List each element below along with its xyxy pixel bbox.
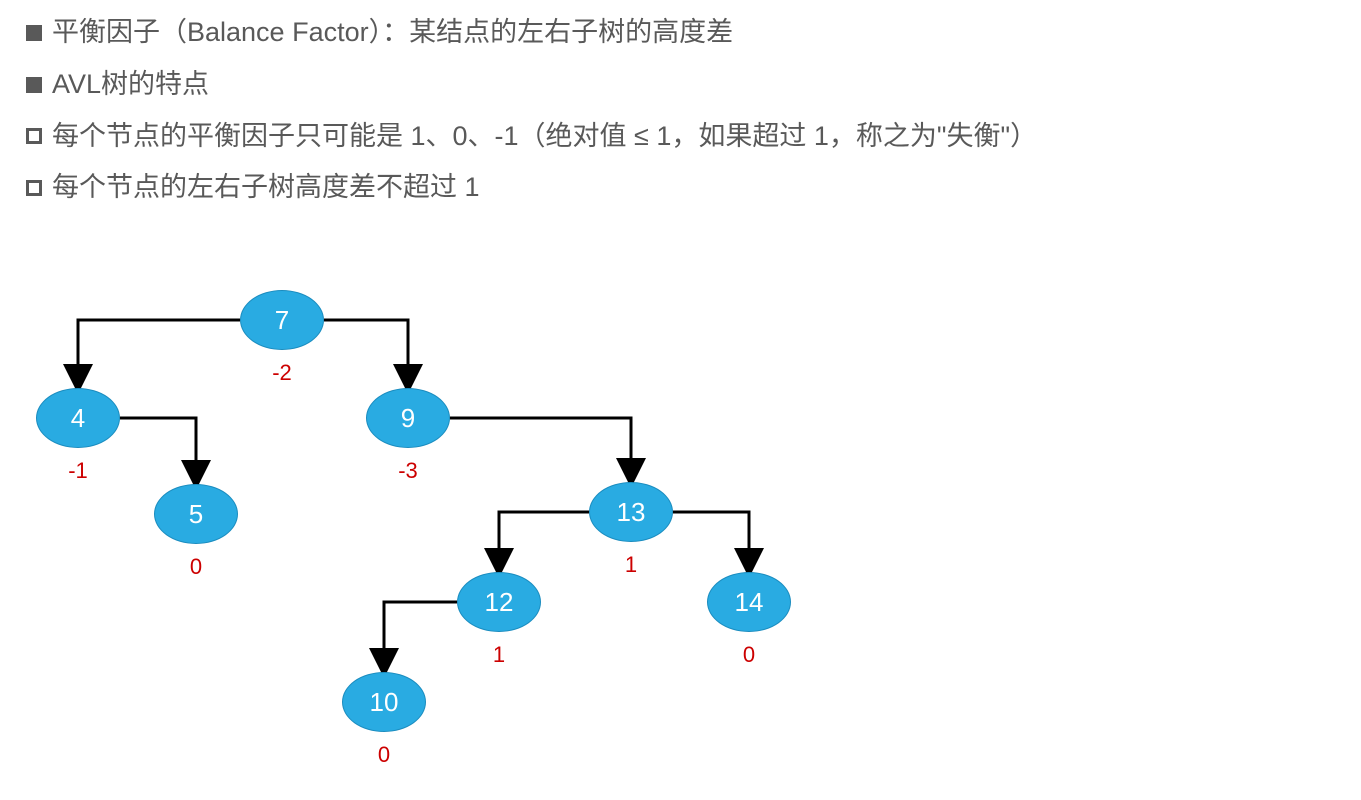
balance-factor-label: 0 bbox=[166, 554, 226, 580]
tree-edge bbox=[450, 418, 631, 482]
tree-edge bbox=[120, 418, 196, 484]
tree-edges bbox=[0, 280, 860, 800]
hollow-bullet-icon bbox=[26, 180, 42, 196]
tree-node-5: 5 bbox=[154, 484, 238, 544]
tree-node-12: 12 bbox=[457, 572, 541, 632]
bullet-text-3: 每个节点的平衡因子只可能是 1、0、-1（绝对值 ≤ 1，如果超过 1，称之为"… bbox=[52, 118, 1037, 156]
tree-node-14: 14 bbox=[707, 572, 791, 632]
bullet-text-4: 每个节点的左右子树高度差不超过 1 bbox=[52, 169, 480, 207]
square-bullet-icon bbox=[26, 77, 42, 93]
bullet-text-1: 平衡因子（Balance Factor）：某结点的左右子树的高度差 bbox=[52, 14, 733, 52]
bullet-item-1: 平衡因子（Balance Factor）：某结点的左右子树的高度差 bbox=[26, 14, 1226, 52]
hollow-bullet-icon bbox=[26, 128, 42, 144]
tree-node-4: 4 bbox=[36, 388, 120, 448]
tree-node-7: 7 bbox=[240, 290, 324, 350]
bullet-item-2: AVL树的特点 bbox=[26, 66, 1226, 104]
balance-factor-label: 1 bbox=[601, 552, 661, 578]
tree-edge bbox=[324, 320, 408, 388]
bullet-text-2: AVL树的特点 bbox=[52, 66, 209, 104]
square-bullet-icon bbox=[26, 25, 42, 41]
balance-factor-label: 1 bbox=[469, 642, 529, 668]
balance-factor-label: -3 bbox=[378, 458, 438, 484]
bullet-item-4: 每个节点的左右子树高度差不超过 1 bbox=[26, 169, 1226, 207]
tree-node-9: 9 bbox=[366, 388, 450, 448]
tree-node-13: 13 bbox=[589, 482, 673, 542]
balance-factor-label: 0 bbox=[354, 742, 414, 768]
avl-tree-diagram: 7 -2 4 -1 9 -3 5 0 13 1 12 1 14 0 10 0 bbox=[0, 280, 860, 800]
tree-edge bbox=[78, 320, 240, 388]
tree-node-10: 10 bbox=[342, 672, 426, 732]
tree-edge bbox=[673, 512, 749, 572]
tree-edge bbox=[384, 602, 457, 672]
balance-factor-label: -1 bbox=[48, 458, 108, 484]
bullet-list: 平衡因子（Balance Factor）：某结点的左右子树的高度差 AVL树的特… bbox=[26, 14, 1226, 221]
balance-factor-label: 0 bbox=[719, 642, 779, 668]
tree-edge bbox=[499, 512, 589, 572]
bullet-item-3: 每个节点的平衡因子只可能是 1、0、-1（绝对值 ≤ 1，如果超过 1，称之为"… bbox=[26, 118, 1226, 156]
balance-factor-label: -2 bbox=[252, 360, 312, 386]
